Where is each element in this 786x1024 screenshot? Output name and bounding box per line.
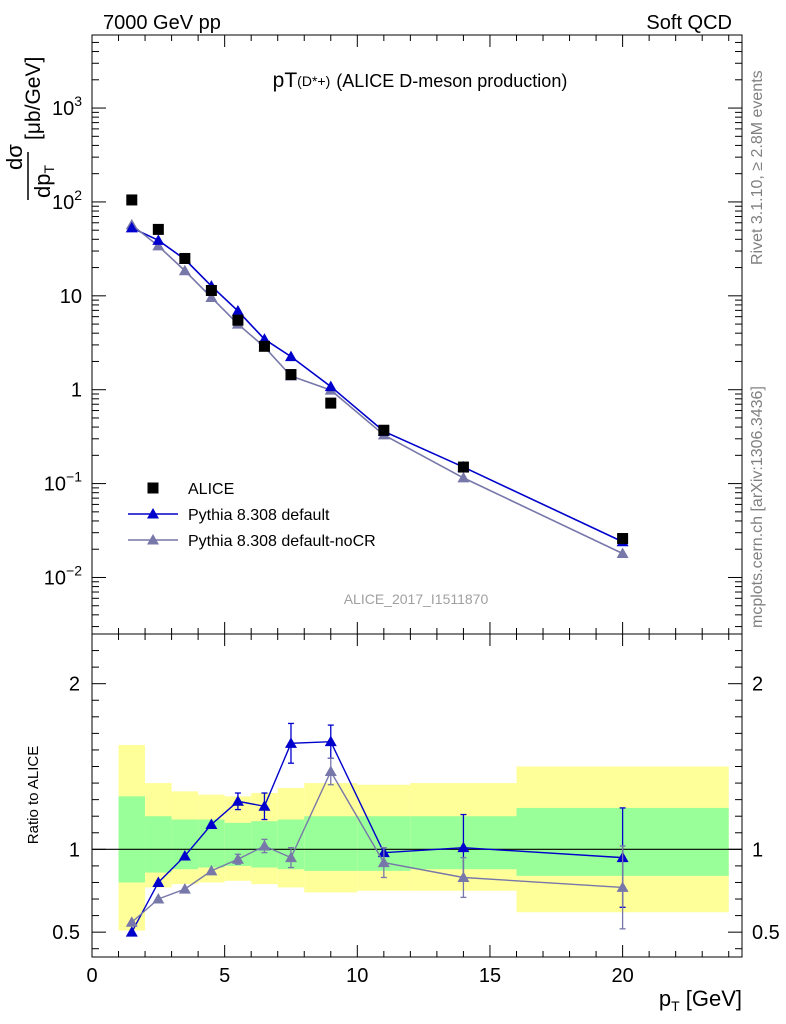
ratio-point-1 — [377, 856, 390, 868]
y-tick-label: 102 — [52, 187, 82, 214]
ratio-point-0 — [178, 849, 191, 861]
data-point-alice — [179, 252, 191, 264]
header-left: 7000 GeV pp — [103, 12, 221, 34]
series-line-2 — [131, 224, 623, 555]
plot-title-main: pT — [273, 69, 298, 92]
data-point-alice — [152, 223, 164, 235]
ratio-point-0 — [231, 795, 244, 806]
ratio-point-0 — [324, 735, 337, 747]
legend-label: Pythia 8.308 default — [188, 507, 330, 524]
data-point-2 — [457, 471, 470, 483]
y-tick-label: 10 — [60, 286, 82, 308]
ratio-point-1 — [324, 765, 337, 776]
y-tick-label: 10−2 — [44, 562, 82, 589]
ratio-point-0 — [457, 841, 470, 853]
ratio-point-1 — [616, 881, 629, 892]
ratio-band-green — [118, 796, 146, 883]
ratio-panel: 0 5 10 15 20 0.5 0.5 1 1 2 2 — [52, 633, 780, 987]
data-point-alice — [378, 424, 390, 436]
ratio-band-green — [171, 819, 199, 870]
x-tick-label: 15 — [479, 965, 501, 987]
ratio-point-1 — [231, 853, 244, 864]
ratio-point-0 — [125, 926, 138, 937]
data-point-1 — [125, 221, 138, 233]
side-mcplots-label: mcplots.cern.ch [arXiv:1306.3436] — [749, 386, 766, 628]
legend: ALICE Pythia 8.308 default Pythia 8.308 de… — [128, 481, 376, 550]
ratio-point-1 — [258, 840, 271, 851]
ratio-point-1 — [205, 864, 218, 876]
data-point-2 — [152, 239, 165, 251]
data-point-2 — [205, 291, 218, 302]
ratio-y-tick-label-right: 0.5 — [752, 922, 780, 944]
ratio-y-tick-label-left: 1 — [69, 839, 80, 861]
data-point-1 — [324, 380, 337, 392]
data-point-alice — [325, 397, 337, 409]
x-tick-label: 5 — [219, 965, 230, 987]
x-tick-label: 20 — [611, 965, 633, 987]
ratio-point-1 — [284, 851, 297, 863]
ratio-point-0 — [284, 737, 297, 748]
ratio-point-0 — [258, 800, 271, 811]
ylabel-top: dσ dpT [μb/GeV] — [2, 57, 57, 200]
ylabel-dsigma-text: dσ — [2, 144, 27, 170]
legend-marker — [147, 534, 159, 545]
data-point-2 — [616, 547, 629, 559]
data-point-2 — [178, 264, 191, 276]
data-point-alice — [617, 533, 629, 545]
ratio-point-1 — [457, 871, 470, 882]
ylabel-bottom: Ratio to ALICE — [25, 746, 42, 844]
legend-marker — [147, 508, 159, 519]
x-tick-label: 0 — [86, 965, 97, 987]
analysis-id: ALICE_2017_I1511870 — [344, 591, 489, 607]
xlabel: pT [GeV] — [659, 986, 742, 1014]
x-tick-label: 10 — [346, 965, 368, 987]
ylabel-unit-text: [μb/GeV] — [22, 57, 45, 140]
ratio-point-1 — [152, 893, 165, 904]
legend-marker-alice — [147, 482, 159, 494]
ratio-point-0 — [205, 818, 218, 829]
plot-title-rest: (ALICE D-meson production) — [336, 71, 567, 91]
plot-title-sub: (D*+) — [297, 73, 330, 89]
data-point-alice — [232, 314, 244, 326]
legend-label: ALICE — [188, 481, 234, 498]
ratio-y-tick-label-left: 0.5 — [52, 922, 80, 944]
legend-label: Pythia 8.308 default-noCR — [188, 533, 376, 550]
ratio-y-tick-label-right: 2 — [752, 674, 763, 696]
side-rivet-label: Rivet 3.1.10, ≥ 2.8M events — [749, 70, 766, 265]
y-tick-label: 10−1 — [44, 469, 82, 496]
data-point-alice — [285, 369, 297, 381]
data-point-1 — [284, 350, 297, 362]
header-right: Soft QCD — [646, 12, 732, 34]
ratio-y-tick-label-right: 1 — [752, 839, 763, 861]
ratio-point-1 — [178, 883, 191, 894]
ratio-point-0 — [152, 876, 165, 887]
y-tick-label: 1 — [71, 380, 82, 402]
y-tick-label: 103 — [52, 93, 82, 120]
ratio-band-green — [304, 816, 358, 871]
ratio-band-green — [145, 816, 172, 873]
data-point-1 — [231, 304, 244, 316]
ratio-point-1 — [125, 916, 138, 927]
data-point-alice — [457, 461, 469, 473]
plot-title: pT(D*+) (ALICE D-meson production) — [273, 69, 568, 92]
ratio-y-tick-label-left: 2 — [69, 674, 80, 696]
data-point-alice — [126, 194, 138, 206]
data-point-1 — [152, 234, 165, 245]
data-point-alice — [258, 340, 270, 352]
ratio-frame — [91, 633, 743, 958]
data-point-alice — [205, 284, 217, 296]
